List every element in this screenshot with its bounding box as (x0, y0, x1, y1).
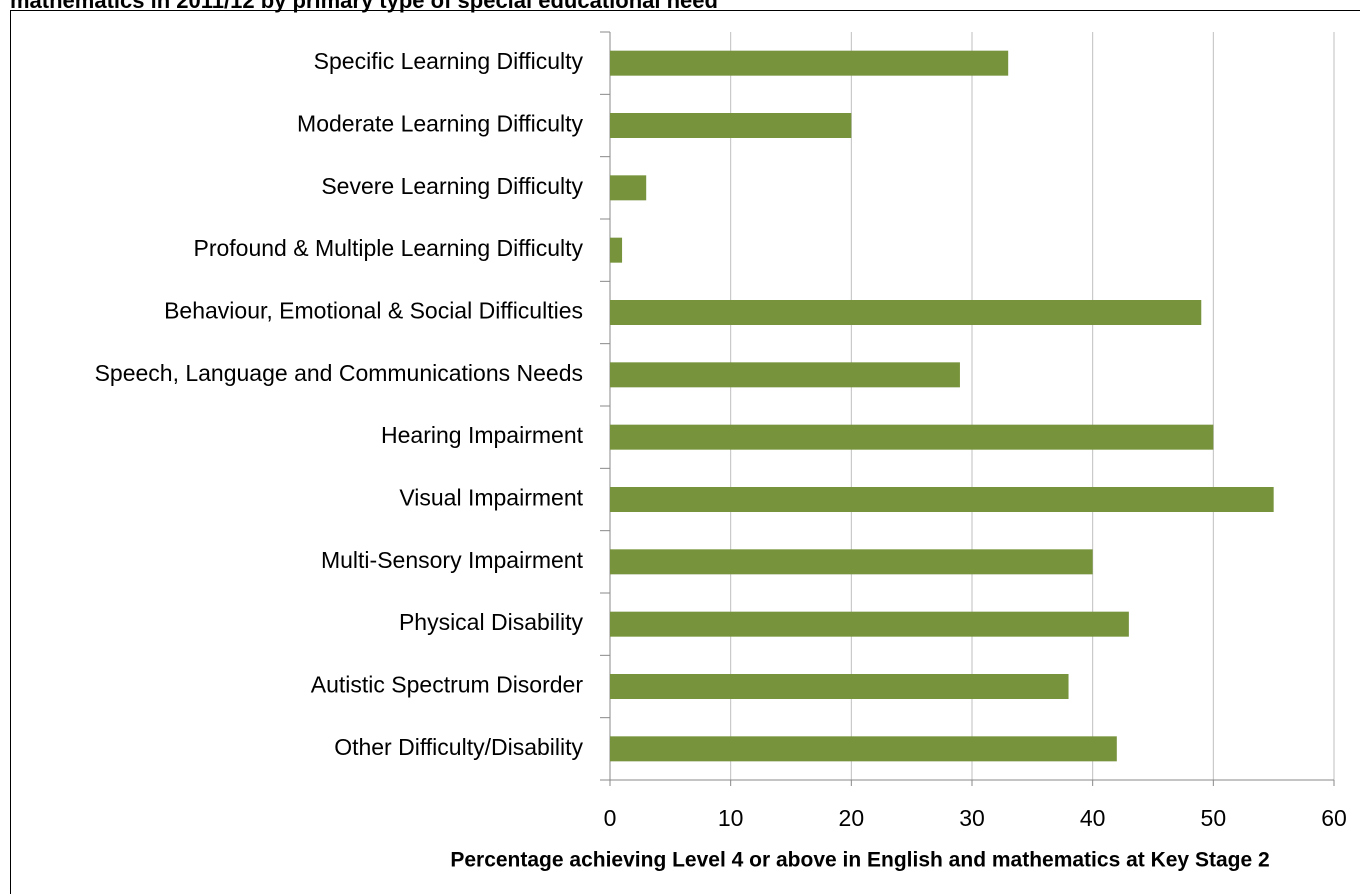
bar (610, 674, 1069, 699)
y-tick-label: Visual Impairment (399, 485, 583, 511)
bar (610, 736, 1117, 762)
x-axis-title: Percentage achieving Level 4 or above in… (450, 849, 1269, 872)
x-tick-label: 50 (1201, 805, 1227, 831)
bar (610, 175, 647, 201)
y-tick-label: Physical Disability (399, 609, 584, 635)
x-tick-label: 30 (959, 805, 985, 831)
bar (610, 50, 1009, 76)
bar (610, 487, 1274, 512)
y-tick-label: Hearing Impairment (381, 422, 584, 448)
y-tick-label: Multi-Sensory Impairment (321, 547, 584, 573)
y-tick-label: Speech, Language and Communications Need… (95, 360, 583, 386)
y-tick-label: Autistic Spectrum Disorder (311, 672, 584, 698)
y-tick-label: Moderate Learning Difficulty (297, 111, 583, 137)
x-tick-label: 60 (1321, 805, 1347, 831)
bar (610, 611, 1129, 637)
y-tick-label: Profound & Multiple Learning Difficulty (193, 235, 583, 261)
x-tick-label: 10 (718, 805, 744, 831)
y-tick-label: Behaviour, Emotional & Social Difficulti… (164, 298, 583, 324)
bar (610, 362, 960, 388)
x-tick-label: 0 (604, 805, 617, 831)
y-tick-label: Specific Learning Difficulty (314, 48, 584, 74)
bar (610, 549, 1093, 575)
x-tick-label: 20 (839, 805, 865, 831)
chart-title: mathematics in 2011/12 by primary type o… (10, 0, 718, 13)
bar (610, 300, 1202, 325)
y-tick-label: Severe Learning Difficulty (321, 173, 583, 199)
y-tick-label: Other Difficulty/Disability (334, 734, 583, 760)
bar (610, 424, 1214, 450)
x-tick-label: 40 (1080, 805, 1106, 831)
bar (610, 237, 623, 263)
bar (610, 113, 852, 138)
chart-frame (10, 10, 1360, 894)
